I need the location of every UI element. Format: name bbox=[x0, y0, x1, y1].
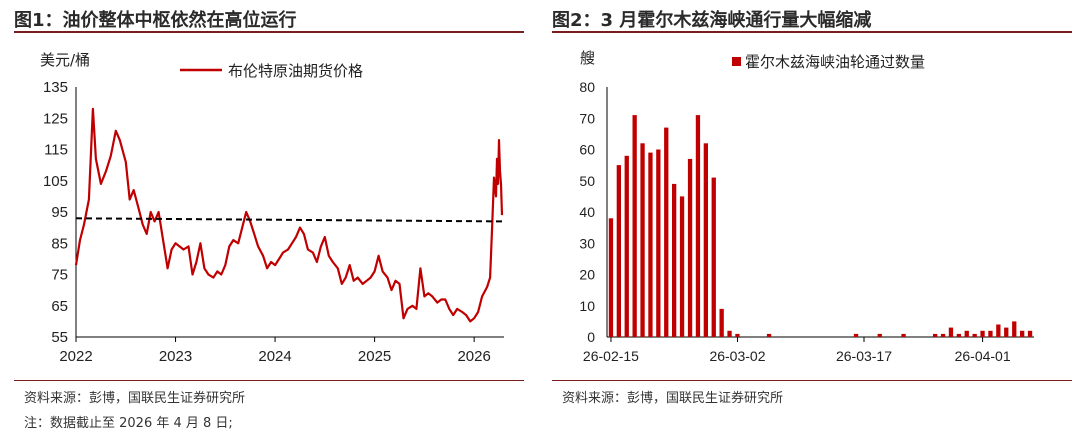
figure1-note: 注：数据截止至 2026 年 4 月 8 日; bbox=[24, 416, 233, 431]
bar bbox=[664, 127, 669, 337]
bar bbox=[711, 177, 716, 337]
bar bbox=[1004, 327, 1009, 337]
bar bbox=[964, 330, 969, 338]
legend-label: 霍尔木兹海峡油轮通过数量 bbox=[745, 53, 925, 71]
figure2-source-rule bbox=[552, 380, 1072, 381]
average-dashed-line bbox=[75, 217, 503, 223]
bar bbox=[632, 115, 637, 337]
bar bbox=[766, 333, 772, 337]
figure1-panel: 图1：油价整体中枢依然在高位运行 美元/桶 55 65 75 85 95 105 115 125… bbox=[14, 0, 524, 431]
x-tick-label: 2026 bbox=[457, 348, 490, 365]
bar bbox=[980, 330, 985, 338]
y-axis-unit-label: 艘 bbox=[580, 49, 595, 67]
figure2-title-rule bbox=[552, 31, 1072, 33]
bar bbox=[996, 324, 1001, 337]
y-tick-label: 125 bbox=[43, 110, 68, 127]
bar bbox=[877, 333, 882, 337]
bar bbox=[616, 165, 621, 337]
bar bbox=[988, 330, 993, 338]
bar bbox=[972, 333, 977, 337]
y-tick-label: 95 bbox=[51, 204, 68, 221]
bar bbox=[727, 330, 732, 338]
y-tick-label: 30 bbox=[579, 235, 595, 251]
figure1-title: 图1：油价整体中枢依然在高位运行 bbox=[14, 10, 297, 31]
bar bbox=[956, 333, 961, 337]
figure2-panel: 图2：3 月霍尔木兹海峡通行量大幅缩减 艘 0 10 20 30 40 50 60 70 80 26… bbox=[552, 0, 1072, 431]
bar bbox=[719, 308, 724, 337]
bar bbox=[948, 327, 954, 337]
bar bbox=[853, 333, 859, 337]
y-tick-label: 20 bbox=[579, 267, 595, 283]
x-tick-label: 26-03-17 bbox=[836, 348, 892, 364]
bar bbox=[1027, 330, 1033, 338]
figure1-source: 资料来源：彭博，国联民生证券研究所 bbox=[24, 391, 246, 406]
bar bbox=[679, 196, 685, 337]
x-tick-label: 2024 bbox=[258, 348, 291, 365]
bar bbox=[624, 155, 629, 338]
x-tick-label: 26-04-01 bbox=[955, 348, 1011, 364]
bar bbox=[735, 333, 740, 337]
figure1-chart: 美元/桶 55 65 75 85 95 105 115 125 135 2022 2023 2024 20… bbox=[40, 51, 504, 365]
y-tick-label: 55 bbox=[51, 329, 68, 346]
x-tick-label: 2023 bbox=[159, 348, 192, 365]
y-tick-label: 60 bbox=[579, 142, 595, 158]
bar bbox=[656, 149, 661, 337]
figure1-title-rule bbox=[14, 31, 524, 33]
bar bbox=[1020, 330, 1025, 338]
y-tick-label: 75 bbox=[51, 267, 68, 284]
bar bbox=[672, 183, 677, 337]
bar bbox=[640, 143, 645, 338]
bar bbox=[933, 333, 938, 337]
bar bbox=[608, 218, 614, 338]
legend-label: 布伦特原油期货价格 bbox=[228, 62, 363, 80]
bar bbox=[648, 152, 653, 337]
y-tick-label: 50 bbox=[579, 173, 595, 189]
y-tick-label: 65 bbox=[51, 298, 68, 315]
y-tick-label: 135 bbox=[43, 79, 68, 96]
bar bbox=[940, 333, 946, 337]
x-tick-label: 26-02-15 bbox=[583, 348, 639, 364]
y-tick-label: 40 bbox=[579, 204, 595, 220]
y-tick-label: 10 bbox=[579, 298, 595, 314]
figure2-source: 资料来源：彭博，国联民生证券研究所 bbox=[562, 391, 784, 406]
bar bbox=[703, 143, 708, 338]
x-tick-label: 26-03-02 bbox=[709, 348, 765, 364]
y-tick-label: 105 bbox=[43, 173, 68, 190]
brent-price-line bbox=[74, 107, 504, 323]
legend-swatch bbox=[732, 57, 741, 66]
y-tick-label: 80 bbox=[579, 79, 595, 95]
x-tick-label: 2025 bbox=[358, 348, 391, 365]
figure1-source-rule bbox=[14, 380, 524, 381]
bar bbox=[695, 115, 701, 337]
figure2-title: 图2：3 月霍尔木兹海峡通行量大幅缩减 bbox=[552, 10, 872, 31]
y-tick-label: 85 bbox=[51, 235, 68, 252]
bar bbox=[1012, 321, 1017, 337]
figure2-chart: 艘 0 10 20 30 40 50 60 70 80 26-02-15 26-03-02 26-03-… bbox=[579, 49, 1034, 364]
x-tick-label: 2022 bbox=[59, 348, 92, 365]
y-axis-unit-label: 美元/桶 bbox=[40, 51, 90, 69]
y-tick-label: 70 bbox=[579, 110, 595, 126]
bar bbox=[901, 333, 906, 337]
y-tick-label: 0 bbox=[587, 329, 595, 345]
y-tick-label: 115 bbox=[44, 142, 68, 159]
bar bbox=[687, 158, 693, 337]
